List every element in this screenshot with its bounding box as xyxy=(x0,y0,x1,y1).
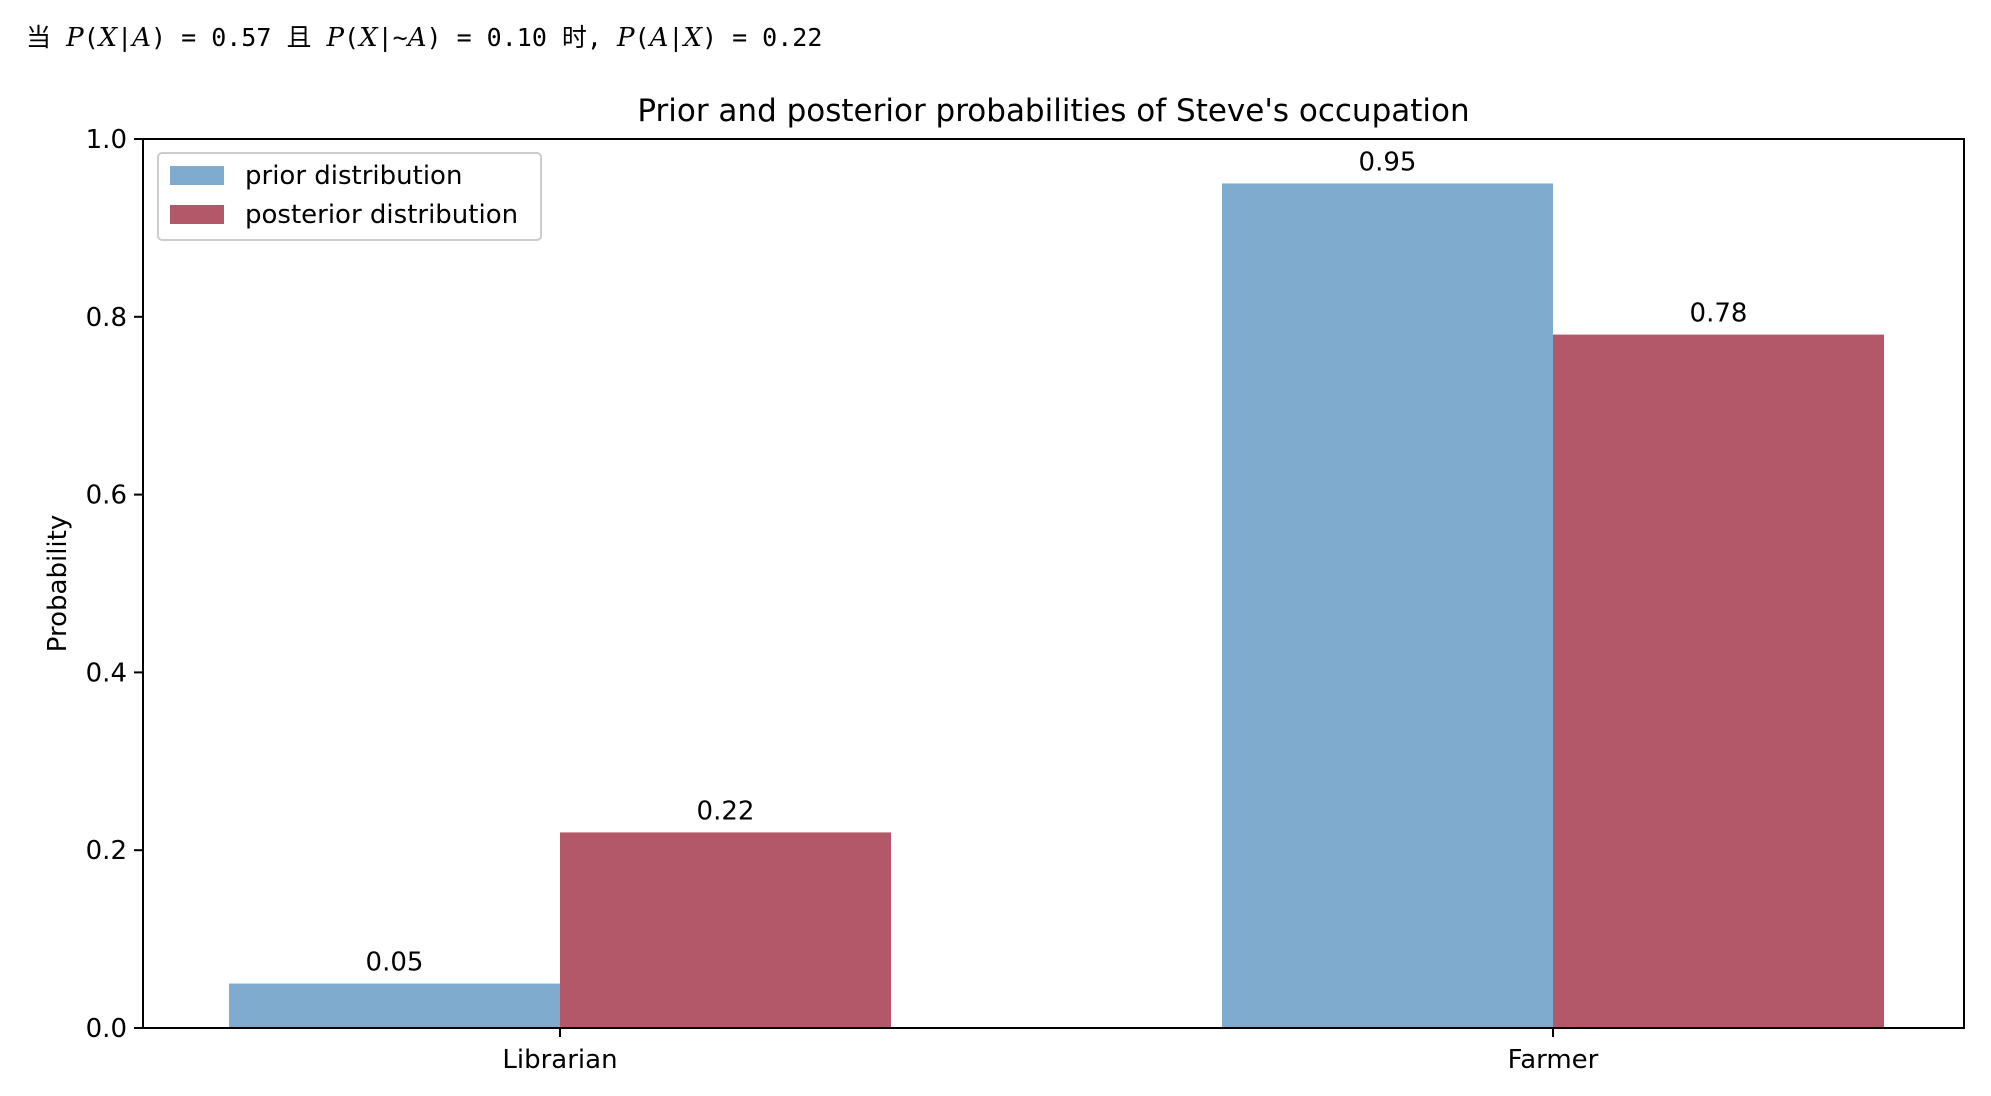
caption-part: A xyxy=(132,23,151,53)
bar-librarian-posterior xyxy=(560,832,891,1028)
legend-label: prior distribution xyxy=(245,161,462,191)
data-label: 0.78 xyxy=(1690,299,1748,329)
caption-part: X xyxy=(359,23,378,53)
formula-caption: 当 P(X|A) = 0.57 且 P(X|~A) = 0.10 时, P(A|… xyxy=(26,18,822,54)
y-tick-label: 0.4 xyxy=(86,658,127,688)
caption-part: A xyxy=(649,23,669,53)
legend-swatch xyxy=(170,205,224,224)
bar-librarian-prior xyxy=(229,983,560,1028)
caption-part: X xyxy=(98,23,118,53)
data-label: 0.22 xyxy=(697,796,755,826)
y-tick-label: 0.8 xyxy=(86,303,127,333)
chart-title: Prior and posterior probabilities of Ste… xyxy=(637,93,1469,129)
caption-part: ) = 0.10 时, xyxy=(426,23,618,52)
y-tick-label: 0.0 xyxy=(86,1014,127,1044)
caption-part: P xyxy=(617,23,635,53)
caption-part: X xyxy=(683,23,702,53)
caption-part: 当 xyxy=(26,23,67,52)
caption-part: | xyxy=(668,23,684,52)
legend-swatch xyxy=(170,166,224,185)
caption-part: ( xyxy=(83,23,99,52)
legend-box xyxy=(157,152,542,241)
caption-part: ) = 0.57 且 xyxy=(150,23,327,52)
plot-frame xyxy=(142,138,1965,1029)
caption-part: P xyxy=(326,23,345,53)
y-tick-label: 1.0 xyxy=(86,125,127,155)
caption-part: ( xyxy=(634,23,650,52)
x-tick-label: Farmer xyxy=(1508,1045,1599,1075)
data-label: 0.05 xyxy=(366,948,424,978)
caption-part: ) = 0.22 xyxy=(701,23,823,52)
caption-part: P xyxy=(66,23,84,53)
bar-farmer-posterior xyxy=(1553,334,1884,1029)
caption-part: A xyxy=(407,23,427,53)
data-label: 0.95 xyxy=(1359,147,1417,177)
y-axis-label: Probability xyxy=(43,515,73,652)
caption-part: ( xyxy=(344,23,360,52)
caption-part: |~ xyxy=(377,23,408,52)
caption-part: | xyxy=(117,23,133,52)
y-tick-label: 0.6 xyxy=(86,481,127,511)
bar-farmer-prior xyxy=(1222,183,1553,1028)
y-tick-label: 0.2 xyxy=(86,836,127,866)
x-tick-label: Librarian xyxy=(502,1045,617,1075)
legend-label: posterior distribution xyxy=(245,200,518,230)
